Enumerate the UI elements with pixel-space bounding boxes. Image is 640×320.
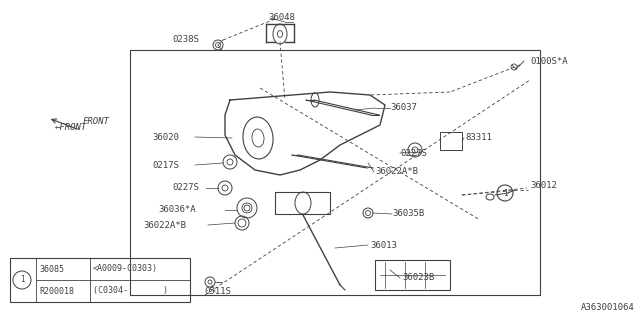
Text: 36036*A: 36036*A xyxy=(158,205,196,214)
Text: 36022A*B: 36022A*B xyxy=(143,220,186,229)
Text: A363001064: A363001064 xyxy=(581,303,635,312)
Text: (C0304-       ): (C0304- ) xyxy=(93,286,168,295)
Text: 0227S: 0227S xyxy=(172,183,199,193)
Text: 36022A*B: 36022A*B xyxy=(375,167,418,177)
Text: 0511S: 0511S xyxy=(204,287,231,297)
Text: 36012: 36012 xyxy=(530,180,557,189)
Text: FRONT: FRONT xyxy=(83,117,110,126)
Text: R200018: R200018 xyxy=(39,286,74,295)
Bar xyxy=(440,132,462,150)
Bar xyxy=(130,50,540,295)
Text: 36048: 36048 xyxy=(268,13,295,22)
Text: 36085: 36085 xyxy=(39,265,64,274)
Text: 1: 1 xyxy=(502,188,508,197)
Text: 0238S: 0238S xyxy=(172,36,199,44)
Text: 0227S: 0227S xyxy=(400,148,427,157)
Text: 36023B: 36023B xyxy=(402,274,435,283)
Text: 0217S: 0217S xyxy=(152,161,179,170)
Text: 83311: 83311 xyxy=(465,133,492,142)
Text: 36035B: 36035B xyxy=(392,210,424,219)
Text: 0100S*A: 0100S*A xyxy=(530,58,568,67)
Text: 36037: 36037 xyxy=(390,103,417,113)
Text: ←FRONT: ←FRONT xyxy=(55,124,87,132)
Text: 1: 1 xyxy=(20,276,24,284)
Bar xyxy=(275,192,330,214)
Text: 36020: 36020 xyxy=(152,132,179,141)
Bar xyxy=(10,258,190,302)
Bar xyxy=(375,260,450,290)
Text: 36013: 36013 xyxy=(370,241,397,250)
Text: <A0009-C0303): <A0009-C0303) xyxy=(93,265,158,274)
